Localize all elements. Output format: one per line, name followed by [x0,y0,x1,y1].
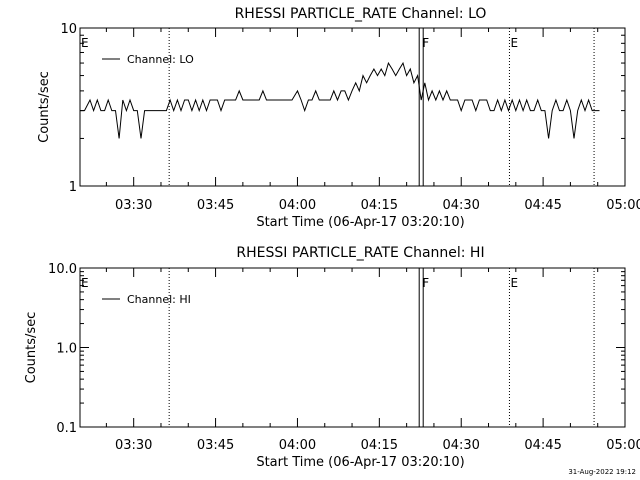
y-tick-label: 10 [60,22,77,37]
x-tick-label: 03:45 [197,198,234,213]
x-tick-label: 04:45 [524,438,561,453]
x-tick-label: 04:30 [442,438,479,453]
y-tick-label: 0.1 [56,421,77,436]
y-axis-label: Counts/sec [37,71,52,143]
plot-frame [79,267,626,428]
chart-panel-lo: RHESSI PARTICLE_RATE Channel: LO 03:30 03:… [37,6,640,230]
x-tick-label: 05:00 [606,438,640,453]
x-tick-label: 04:30 [442,198,479,213]
x-tick-label: 05:00 [606,198,640,213]
x-axis-label: Start Time (06-Apr-17 03:20:10) [256,455,464,470]
x-tick-label: 04:00 [279,198,316,213]
marker-label: F [422,276,429,290]
legend-label: Channel: HI [127,293,191,306]
marker-label: E [510,276,518,290]
x-tick-label: 04:15 [361,438,398,453]
marker-label: E [510,36,518,50]
x-tick-label: 03:45 [197,438,234,453]
footer-timestamp: 31-Aug-2022 19:12 [568,468,636,476]
chart-title: RHESSI PARTICLE_RATE Channel: HI [236,245,484,261]
y-axis-label: Counts/sec [24,312,39,384]
x-tick-label: 04:15 [361,198,398,213]
x-tick-label: 04:45 [524,198,561,213]
chart-panel-hi: RHESSI PARTICLE_RATE Channel: HI 03:30 03:… [24,245,640,470]
marker-label: F [422,36,429,50]
y-tick-label: 10.0 [48,262,77,277]
x-axis-label: Start Time (06-Apr-17 03:20:10) [256,215,464,230]
marker-label: E [81,36,89,50]
y-tick-label: 1.0 [56,342,77,357]
plot-frame [79,27,626,187]
y-tick-label: 1 [69,180,77,195]
series-line [80,61,600,139]
x-tick-label: 04:00 [279,438,316,453]
legend-label: Channel: LO [127,53,194,66]
x-tick-label: 03:30 [115,198,152,213]
chart-title: RHESSI PARTICLE_RATE Channel: LO [235,6,487,22]
x-tick-label: 03:30 [115,438,152,453]
marker-label: E [81,276,89,290]
